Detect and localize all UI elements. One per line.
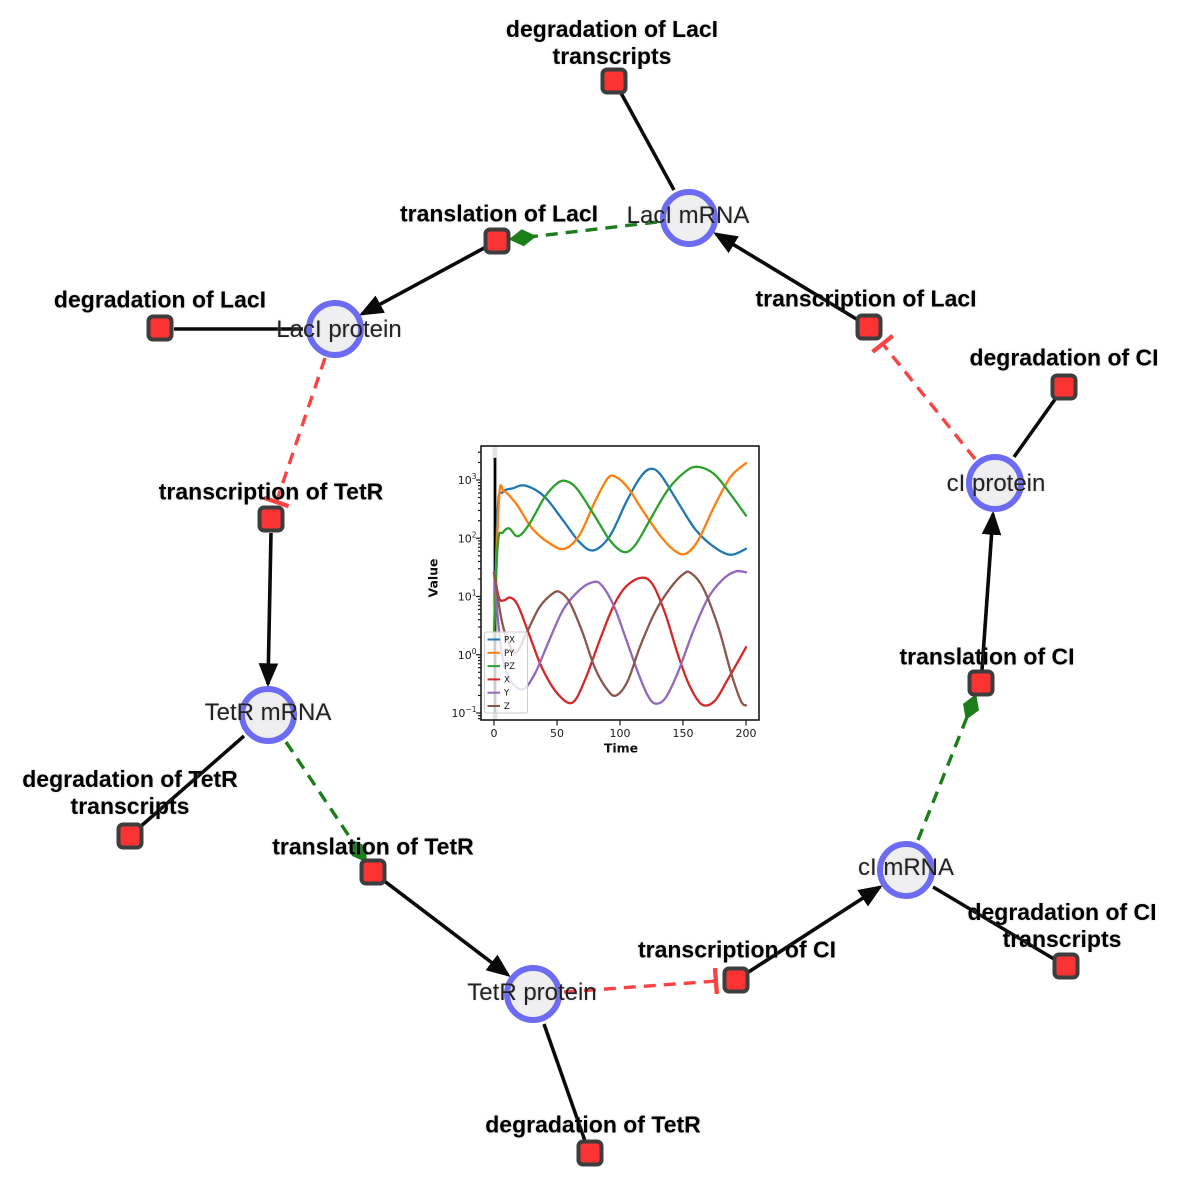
x-tick-label: 150 <box>673 727 694 740</box>
species-node-ci-protein <box>966 454 1024 512</box>
series-PY <box>492 461 748 639</box>
series-X <box>492 571 748 707</box>
time-series-inset-chart: 10−1 100 101 102 103 0 50 100 150 200 PX PY PZ XYZ <box>451 445 760 740</box>
legend-label-PX: PX <box>504 636 515 646</box>
edge-transcription-laci--laci-mrna <box>713 232 859 322</box>
y-tick-label: 102 <box>458 530 477 545</box>
species-node-laci-mrna <box>660 189 718 247</box>
chart-y-axis-label: Value <box>425 558 441 598</box>
reaction-node-degradation-of-tetr <box>576 1139 604 1167</box>
reaction-node-transcription-of-ci <box>722 966 750 994</box>
x-tick-label: 50 <box>550 727 564 740</box>
edge-translation-ci--ci-protein <box>980 510 1002 671</box>
legend-label-PY: PY <box>504 649 515 659</box>
y-tick-label: 101 <box>458 589 477 604</box>
series-Y <box>492 569 748 705</box>
species-node-ci-mrna <box>877 841 935 899</box>
reaction-node-degradation-of-laci <box>146 314 174 342</box>
x-tick-label: 200 <box>736 727 757 740</box>
edge-ci-protein--transcription-laci <box>871 334 977 461</box>
edge-ci-protein--deg-ci <box>1012 396 1058 459</box>
legend-label-Z: Z <box>504 702 510 712</box>
edge-laci-mrna--deg-laci-transcripts <box>619 92 676 191</box>
plot-area <box>492 446 748 720</box>
x-tick-label: 0 <box>491 727 498 740</box>
y-tick-label: 10−1 <box>451 705 476 720</box>
edge-ci-mrna--translation-ci <box>916 693 980 841</box>
legend-label-Y: Y <box>503 689 510 699</box>
edge-laci-protein--transcription-tetr <box>263 357 327 509</box>
edge-ci-mrna--deg-ci-transcripts <box>932 885 1055 961</box>
edge-translation-laci--laci-protein <box>359 245 487 316</box>
legend-label-PZ: PZ <box>504 662 515 672</box>
edge-translation-tetr--tetr-protein <box>381 878 511 977</box>
edge-tetr-mrna--translation-tetr <box>284 741 367 863</box>
edge-laci-mrna--translation-laci <box>508 220 658 247</box>
species-node-laci-protein <box>306 300 364 358</box>
legend-label-X: X <box>504 675 510 685</box>
reaction-node-degradation-of-laci-transcripts <box>600 67 628 95</box>
series-PZ <box>492 465 748 639</box>
edge-tetr-protein--deg-tetr <box>542 1023 587 1142</box>
reaction-node-transcription-of-laci <box>855 313 883 341</box>
reaction-node-degradation-of-ci <box>1050 373 1078 401</box>
reaction-node-degradation-of-tetr-transcripts <box>116 822 144 850</box>
y-tick-label: 103 <box>458 472 477 487</box>
y-tick-label: 100 <box>458 647 477 662</box>
reaction-node-translation-of-laci <box>483 227 511 255</box>
reaction-node-translation-of-tetr <box>359 858 387 886</box>
edge-tetr-protein--transcription-ci <box>563 967 720 995</box>
edge-tetr-mrna--deg-tetr-transcripts <box>138 734 246 829</box>
reaction-node-degradation-of-ci-transcripts <box>1052 952 1080 980</box>
series-PX <box>492 467 748 639</box>
reaction-node-transcription-of-tetr <box>257 505 285 533</box>
edge-transcription-ci--ci-mrna <box>746 885 883 975</box>
x-tick-label: 100 <box>610 727 631 740</box>
species-node-tetr-mrna <box>239 686 297 744</box>
species-node-tetr-protein <box>504 965 562 1023</box>
reaction-node-translation-of-ci <box>967 669 995 697</box>
edge-transcription-tetr--tetr-mrna <box>258 532 279 688</box>
chart-x-axis-label: Time <box>603 740 639 756</box>
